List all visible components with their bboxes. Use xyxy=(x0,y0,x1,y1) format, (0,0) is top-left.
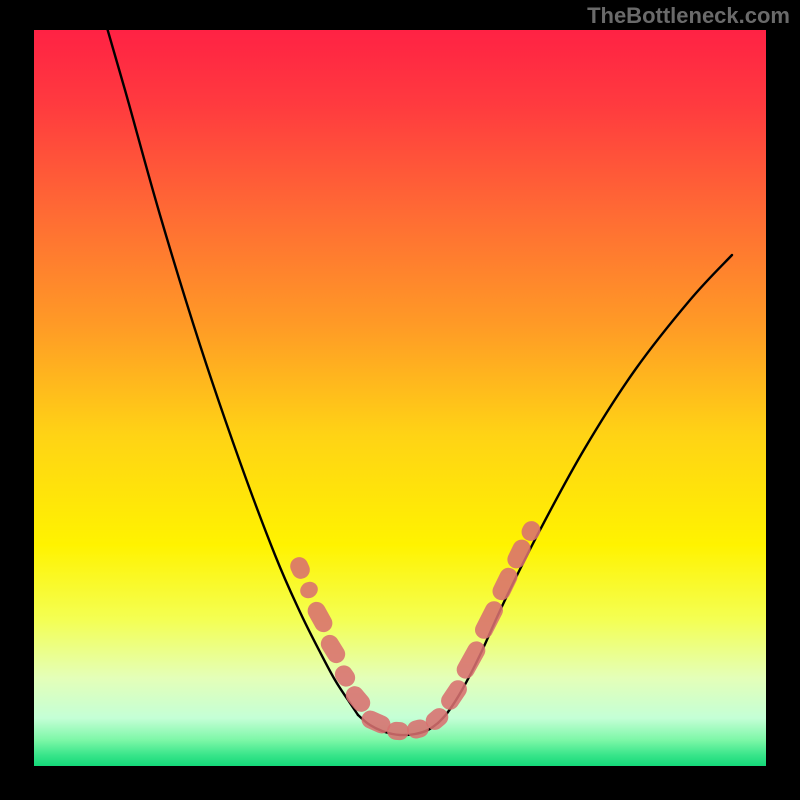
data-marker xyxy=(472,598,506,642)
data-marker xyxy=(331,662,358,690)
watermark-text: TheBottleneck.com xyxy=(587,3,790,29)
chart-canvas: TheBottleneck.com xyxy=(0,0,800,800)
marker-group xyxy=(287,518,543,741)
plot-area xyxy=(34,30,766,766)
chart-overlay-svg xyxy=(34,30,766,766)
data-marker xyxy=(453,638,488,682)
data-marker xyxy=(504,537,533,572)
data-marker xyxy=(287,554,312,581)
data-marker xyxy=(297,579,320,601)
data-marker xyxy=(317,632,348,667)
data-marker xyxy=(342,682,374,715)
data-marker xyxy=(489,565,520,603)
curve-group xyxy=(99,0,732,735)
